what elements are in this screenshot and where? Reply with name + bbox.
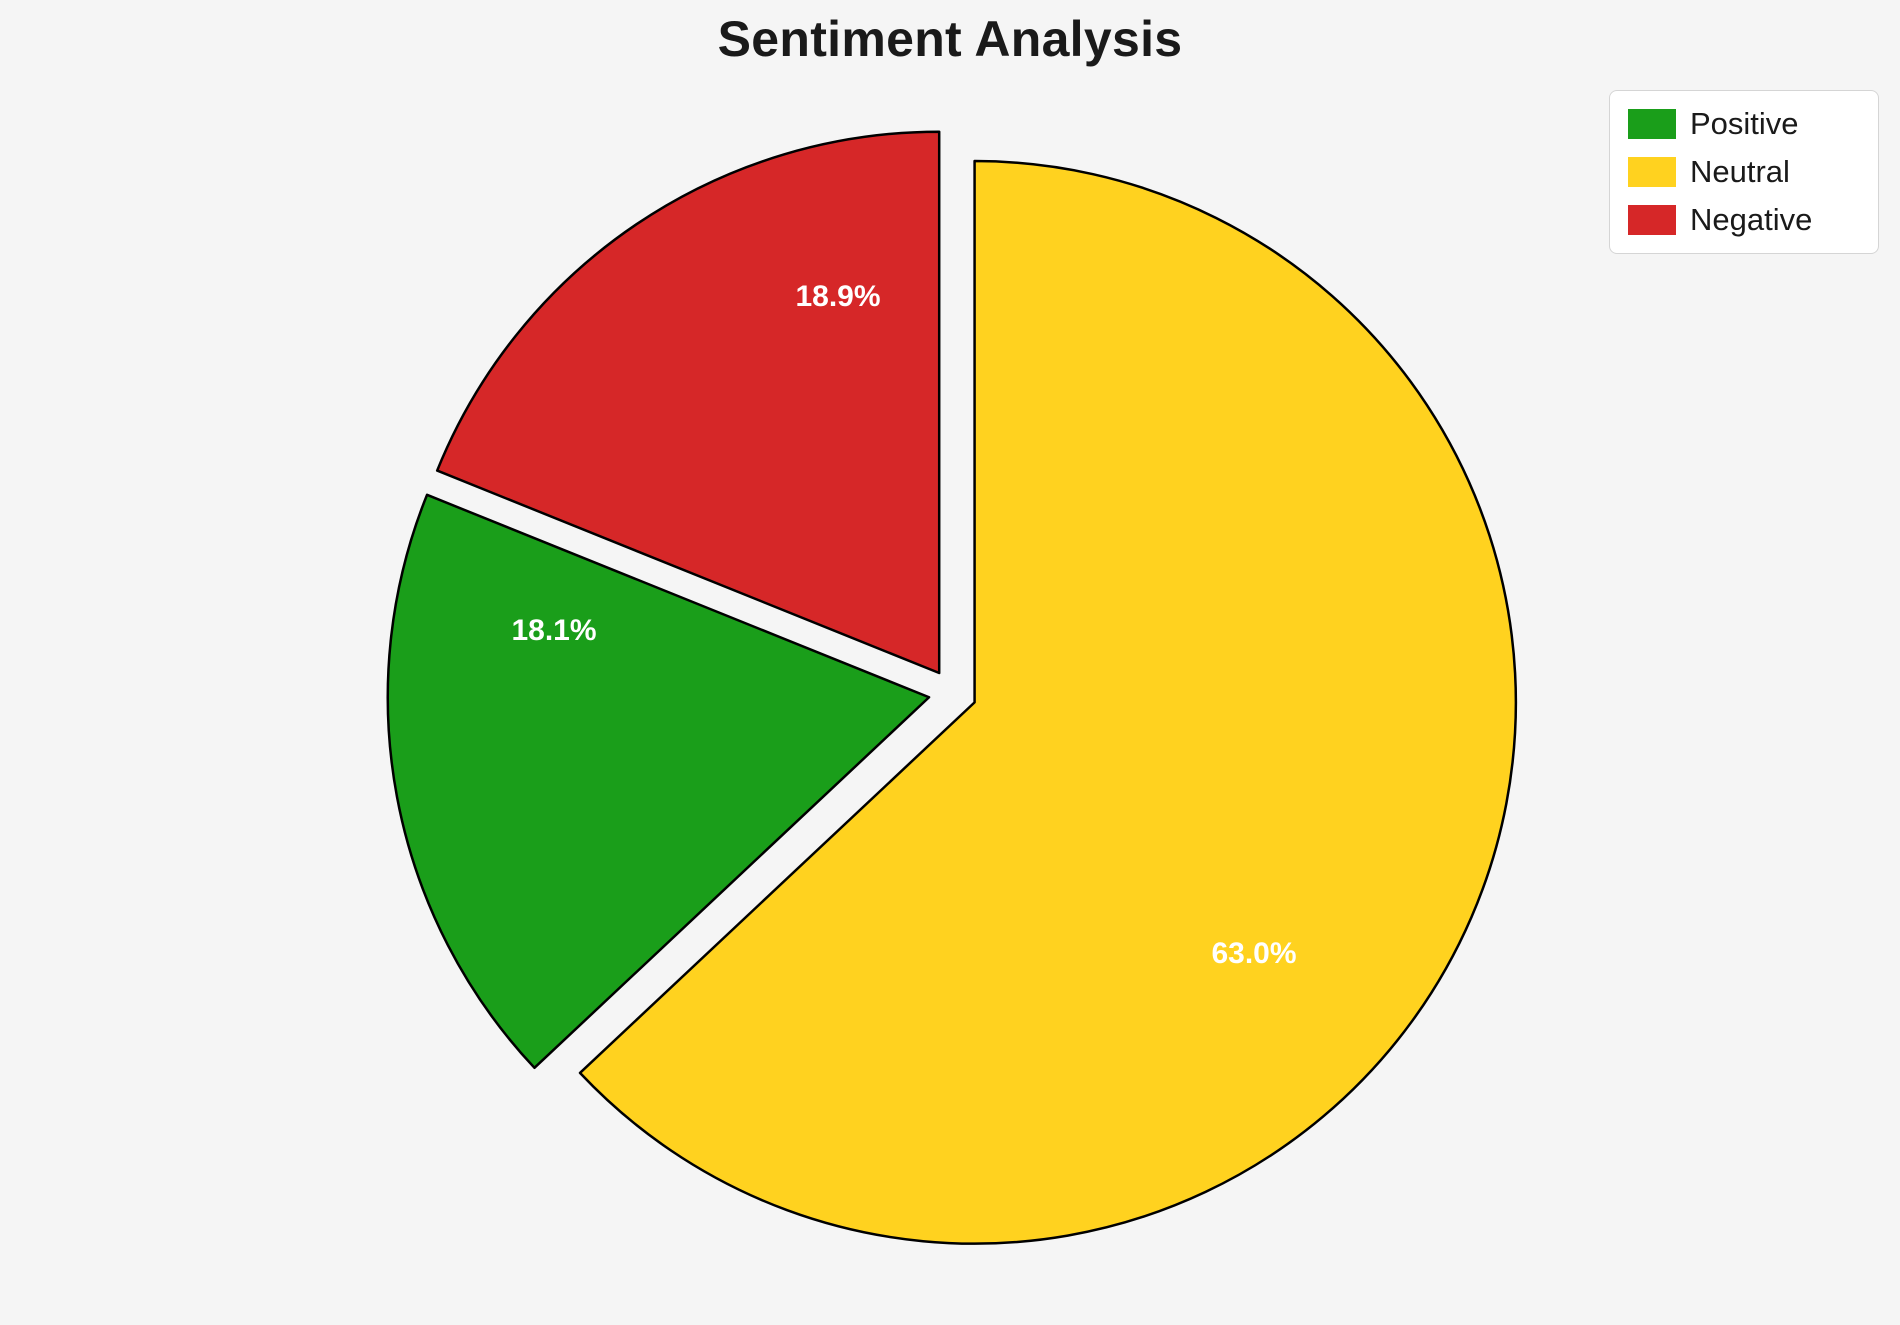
svg-text:18.9%: 18.9% (795, 280, 880, 313)
svg-text:63.0%: 63.0% (1211, 937, 1296, 970)
svg-text:18.1%: 18.1% (511, 614, 596, 647)
